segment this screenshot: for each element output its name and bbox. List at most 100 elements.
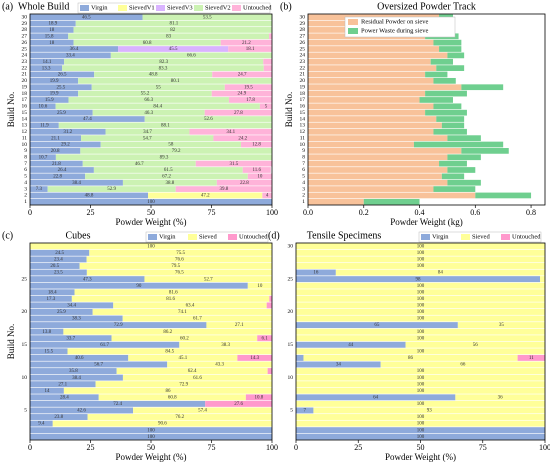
bar-segment: [148, 192, 263, 199]
bar-segment: [82, 160, 196, 167]
y-tick-label: 11: [22, 135, 28, 141]
data-label: 60.2: [180, 336, 189, 341]
bar-segment: [189, 128, 272, 135]
data-label: 66.3: [144, 98, 153, 103]
bar-segment: [296, 256, 545, 263]
data-label: 72.9: [114, 323, 123, 328]
bar-segment: [296, 295, 545, 302]
bar-segment: [55, 154, 273, 161]
bar-segment: [461, 84, 504, 91]
bar-segment: [269, 33, 272, 40]
bar-segment: [30, 368, 117, 375]
data-label: 27.6: [234, 402, 243, 407]
data-label: 82: [170, 28, 176, 33]
bar-segment: [296, 328, 545, 335]
legend-label: Virgin: [159, 233, 176, 240]
data-label: 14.1: [43, 60, 52, 65]
data-label: 100: [417, 284, 425, 289]
bar-segment: [95, 381, 272, 388]
bar-segment: [335, 269, 545, 276]
data-label: 83: [166, 34, 172, 39]
bar-segment: [30, 276, 145, 283]
bar-segment: [308, 141, 414, 148]
legend-swatch: [148, 234, 157, 240]
data-label: 54.7: [143, 136, 152, 141]
legend-label: Virgin: [432, 233, 449, 240]
y-tick-label: 22: [22, 65, 28, 71]
data-label: 80.1: [171, 79, 180, 84]
panel-label: (d): [268, 230, 280, 241]
data-label: 11: [529, 356, 534, 361]
bar-segment: [30, 52, 111, 59]
data-label: 63.4: [186, 304, 195, 309]
bar-segment: [296, 348, 545, 355]
bar-segment: [30, 354, 129, 361]
bar-segment: [433, 186, 476, 192]
data-label: 100: [417, 251, 425, 256]
legend-swatch: [232, 5, 241, 11]
y-tick-label: 6: [302, 167, 305, 173]
bar-segment: [308, 173, 442, 180]
data-label: 72.4: [113, 402, 122, 407]
bar-segment: [30, 427, 272, 434]
bar-segment: [425, 90, 467, 97]
y-tick-label: 20: [22, 309, 28, 315]
bar-segment: [433, 39, 462, 46]
bar-segment: [30, 302, 114, 309]
legend-swatch: [80, 5, 89, 11]
bar-segment: [308, 103, 434, 110]
data-label: 100: [417, 428, 425, 433]
data-label: 42.6: [77, 409, 86, 414]
y-tick-label: 20: [288, 309, 294, 315]
bar-segment: [425, 109, 467, 116]
data-label: 23.8: [54, 415, 63, 420]
legend-label: Virgin: [91, 4, 108, 11]
data-label: 100: [147, 435, 155, 440]
y-axis-label: Build No.: [6, 324, 16, 360]
data-label: 56: [473, 343, 479, 348]
data-label: 81.6: [166, 297, 175, 302]
bar-segment: [175, 186, 272, 192]
x-tick-label: 0.8: [526, 208, 536, 217]
plot-frame: [307, 13, 546, 206]
bar-segment: [405, 341, 545, 348]
bar-segment: [94, 71, 213, 78]
data-label: 52.9: [107, 187, 116, 192]
chart-title: Oversized Powder Track: [377, 1, 476, 12]
bar-segment: [308, 198, 364, 205]
y-tick-label: 14: [300, 116, 306, 122]
bar-segment: [308, 135, 448, 142]
data-label: 75.5: [176, 251, 185, 256]
y-tick-label: 15: [22, 110, 28, 116]
data-label: 18: [49, 41, 55, 46]
bar-segment: [52, 420, 272, 427]
legend-box: [145, 231, 269, 243]
bar-segment: [308, 52, 448, 59]
panel-label: (b): [280, 1, 292, 12]
data-label: 38.3: [72, 317, 81, 322]
data-label: 100: [417, 349, 425, 354]
bar-segment: [296, 407, 314, 414]
bar-segment: [220, 39, 272, 46]
bar-segment: [413, 141, 504, 148]
data-label: 36.4: [70, 47, 79, 52]
x-tick-label: 0.6: [470, 208, 480, 217]
data-label: 12.8: [252, 143, 261, 148]
data-label: 11.6: [252, 168, 261, 173]
data-label: 100: [417, 297, 425, 302]
data-label: 66.6: [187, 54, 196, 59]
bar-segment: [296, 308, 545, 315]
bar-segment: [30, 348, 68, 355]
data-label: 38.4: [72, 376, 81, 381]
data-label: 86: [165, 389, 171, 394]
bar-segment: [30, 71, 95, 78]
data-label: 24.9: [237, 92, 246, 97]
bar-segment: [308, 192, 476, 199]
bar-segment: [30, 90, 79, 97]
bar-segment: [267, 368, 272, 375]
bar-segment: [296, 381, 545, 388]
data-label: 100: [417, 264, 425, 269]
data-label: 84.5: [165, 349, 174, 354]
bar-segment: [447, 135, 481, 142]
data-label: 10.6: [38, 104, 47, 109]
